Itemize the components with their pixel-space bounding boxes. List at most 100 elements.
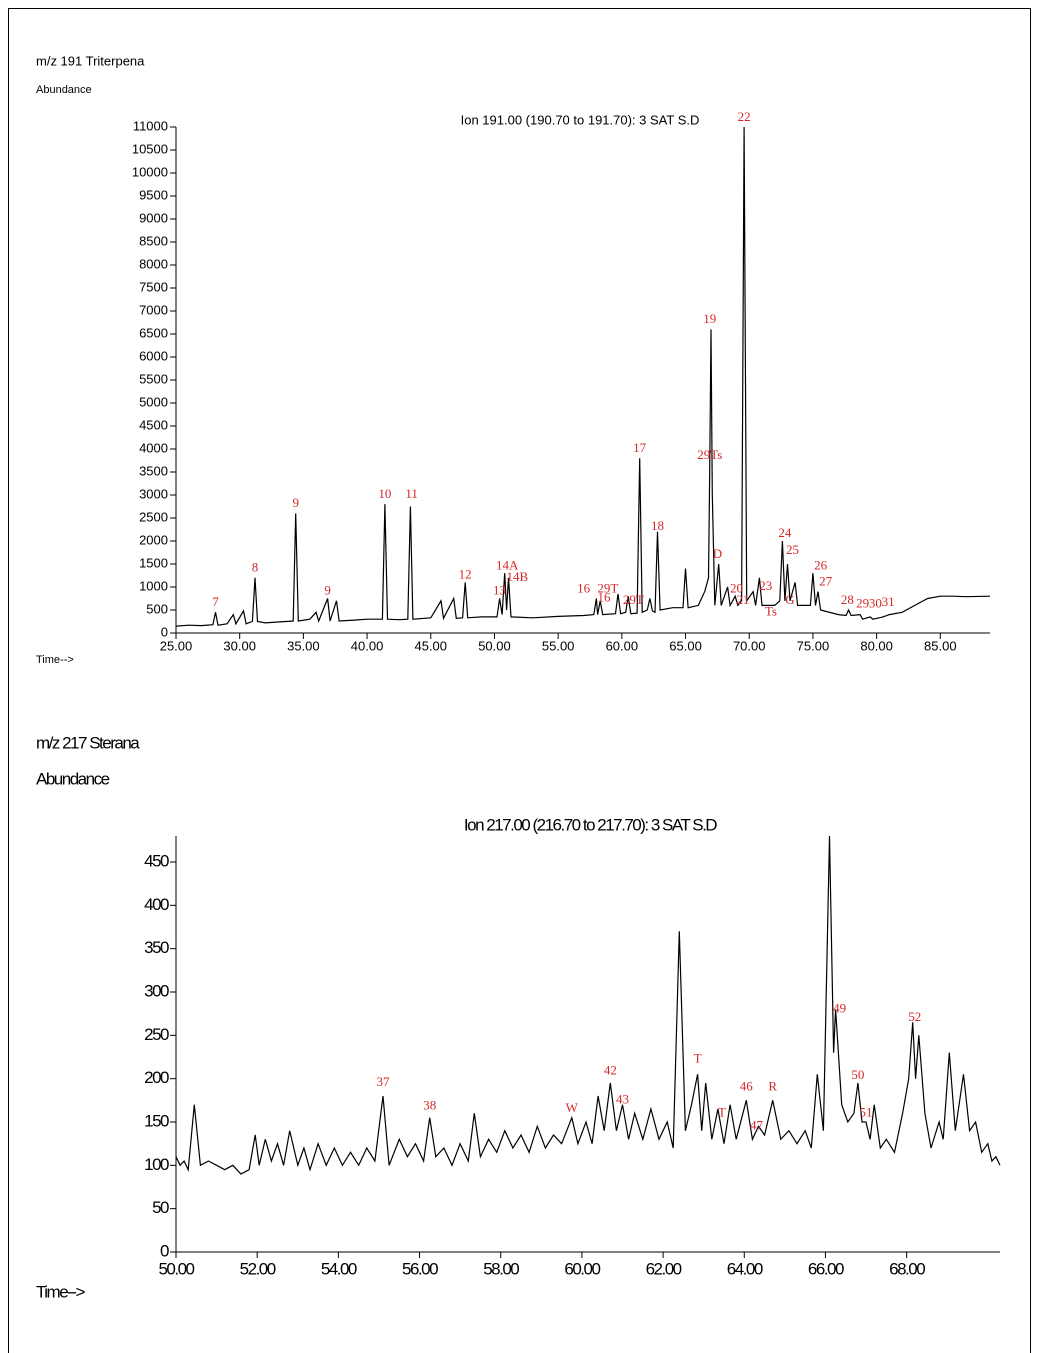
x-tick-label: 50.00	[158, 1259, 194, 1278]
peak-label: 14B	[507, 569, 529, 584]
y-tick-label: 300	[144, 981, 169, 1000]
y-axis-label: Abundance	[36, 769, 110, 788]
x-tick-label: 66.00	[808, 1259, 844, 1278]
peak-label: 42	[604, 1063, 617, 1078]
x-tick-label: 60.00	[606, 638, 639, 653]
page: m/z 191 Triterpena Abundance Ion 191.00 (1…	[0, 0, 1037, 1353]
y-tick-label: 6500	[139, 325, 168, 340]
peak-label: 38	[423, 1097, 436, 1112]
y-tick-label: 150	[144, 1111, 169, 1130]
document: m/z 191 Triterpena Abundance Ion 191.00 (1…	[0, 0, 1037, 1353]
section-title: m/z 191 Triterpena	[36, 53, 145, 68]
x-tick-label: 80.00	[860, 638, 893, 653]
y-tick-label: 500	[146, 601, 168, 616]
peak-label: G	[785, 592, 794, 607]
y-tick-label: 3000	[139, 486, 168, 501]
y-tick-label: 9500	[139, 187, 168, 202]
x-tick-label: 58.00	[483, 1259, 519, 1278]
x-tick-label: 62.00	[646, 1259, 682, 1278]
peak-label: 23	[759, 578, 772, 593]
chromatogram-line	[176, 127, 990, 626]
x-axis-label: Time-->	[36, 1282, 85, 1301]
x-tick-label: 25.00	[160, 638, 193, 653]
y-tick-label: 7500	[139, 279, 168, 294]
chart-title: Ion 217.00 (216.70 to 217.70): 3 SAT S.D	[464, 815, 717, 834]
x-tick-label: 30.00	[223, 638, 256, 653]
y-tick-label: 7000	[139, 302, 168, 317]
x-tick-label: 60.00	[564, 1259, 600, 1278]
peak-label: 29Ts	[697, 447, 722, 462]
peak-label: 21	[736, 592, 749, 607]
x-tick-label: 54.00	[321, 1259, 357, 1278]
x-tick-label: 65.00	[669, 638, 702, 653]
peak-label: 47	[750, 1117, 764, 1132]
peak-label: 26	[814, 557, 828, 572]
x-tick-label: 40.00	[351, 638, 384, 653]
y-tick-label: 2500	[139, 509, 168, 524]
x-tick-label: 70.00	[733, 638, 766, 653]
peak-label: 49	[833, 1000, 846, 1015]
y-tick-label: 0	[161, 624, 168, 639]
x-tick-label: 64.00	[727, 1259, 763, 1278]
x-tick-label: 50.00	[478, 638, 511, 653]
y-tick-label: 3500	[139, 463, 168, 478]
peak-label: Ts	[765, 603, 777, 618]
peak-label: 30	[869, 595, 882, 610]
peak-label: 16	[598, 589, 612, 604]
x-tick-label: 75.00	[797, 638, 830, 653]
x-tick-label: 35.00	[287, 638, 320, 653]
peak-label: 12	[459, 566, 472, 581]
peak-label: T	[694, 1051, 702, 1066]
peak-label: 13	[493, 583, 506, 598]
peak-label: 50	[851, 1067, 864, 1082]
y-tick-label: 100	[144, 1155, 169, 1174]
peak-label: 46	[740, 1078, 754, 1093]
y-tick-label: 10000	[132, 164, 168, 179]
x-axis-label: Time-->	[36, 654, 74, 666]
y-tick-label: 5000	[139, 394, 168, 409]
peak-label: 24	[778, 525, 792, 540]
peak-label: 25	[786, 542, 799, 557]
peak-label: 31	[882, 594, 895, 609]
y-tick-label: 9000	[139, 210, 168, 225]
y-tick-label: 1000	[139, 578, 168, 593]
y-tick-label: 2000	[139, 532, 168, 547]
peak-label: 18	[651, 518, 664, 533]
y-tick-label: 1500	[139, 555, 168, 570]
chromatogram-line	[176, 836, 1000, 1174]
peak-label: 27	[819, 573, 833, 588]
y-tick-label: 350	[144, 938, 169, 957]
y-tick-label: 5500	[139, 371, 168, 386]
y-axis-label: Abundance	[36, 84, 92, 96]
peak-label: 22	[738, 109, 751, 124]
y-tick-label: 250	[144, 1025, 169, 1044]
y-tick-label: 50	[152, 1198, 169, 1217]
x-tick-label: 45.00	[414, 638, 447, 653]
peak-label: 9	[324, 583, 331, 598]
peak-label: D	[713, 546, 722, 561]
peak-label: R	[768, 1078, 777, 1093]
peak-label: 16	[577, 580, 591, 595]
y-tick-label: 4000	[139, 440, 168, 455]
peak-label: 11	[405, 486, 418, 501]
peak-label: 43	[616, 1091, 629, 1106]
y-tick-label: 11000	[133, 118, 168, 133]
y-tick-label: 10500	[132, 141, 168, 156]
y-tick-label: 450	[144, 851, 169, 870]
y-tick-label: 6000	[139, 348, 168, 363]
peak-label: 37	[377, 1074, 391, 1089]
x-tick-label: 85.00	[924, 638, 957, 653]
peak-label: 9	[292, 495, 299, 510]
peak-label: 51	[860, 1104, 873, 1119]
section-title: m/z 217 Sterana	[36, 733, 140, 752]
y-tick-label: 4500	[139, 417, 168, 432]
peak-label: 52	[908, 1009, 921, 1024]
peak-label: 7	[212, 594, 219, 609]
chart-title: Ion 191.00 (190.70 to 191.70): 3 SAT S.D	[461, 112, 700, 127]
peak-label: 19	[703, 311, 716, 326]
y-tick-label: 0	[160, 1241, 169, 1260]
peak-label: W	[566, 1100, 579, 1115]
y-tick-label: 400	[144, 895, 169, 914]
peak-label: 28	[841, 592, 854, 607]
x-tick-label: 55.00	[542, 638, 575, 653]
